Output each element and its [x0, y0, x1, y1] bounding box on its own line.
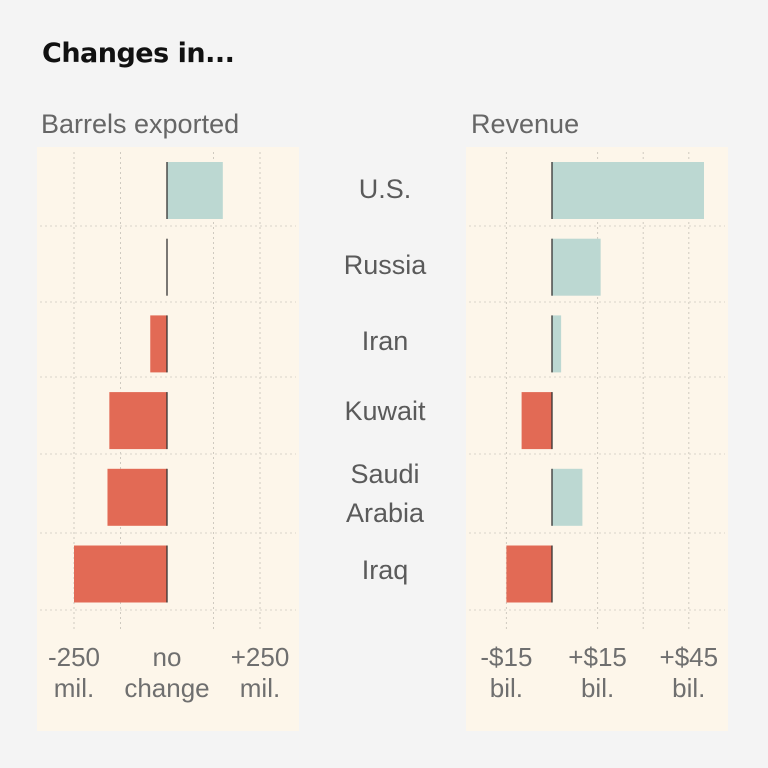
tick-unit: mil. [53, 673, 95, 703]
tick-value: -$15 [480, 642, 533, 672]
barrels-tick-label: +250 mil. [231, 642, 290, 704]
country-label: U.S. [315, 170, 455, 209]
tick-unit: bil. [489, 673, 524, 703]
country-label-line: Saudi [350, 459, 420, 489]
revenue-tick-label: +$45 bil. [660, 642, 719, 704]
barrels-tick-label: -250 mil. [48, 642, 100, 704]
revenue-panel-title: Revenue [471, 109, 580, 139]
tick-unit: change [124, 673, 210, 703]
tick-value: -250 [47, 642, 101, 672]
tick-unit: mil. [239, 673, 281, 703]
barrels-panel-bg [37, 147, 299, 731]
country-label-line: Arabia [345, 498, 425, 528]
revenue-tick-label: +$15 bil. [568, 642, 627, 704]
barrels-panel-title: Barrels exported [41, 109, 240, 139]
revenue-bar-kuwait [521, 392, 552, 450]
revenue-bar-iran [552, 315, 562, 373]
revenue-bar-iraq [506, 545, 552, 603]
country-label-line: Iraq [361, 554, 409, 585]
country-label-line: U.S. [358, 173, 412, 204]
country-label: Iran [315, 322, 455, 361]
barrels-bar-iraq [74, 545, 167, 603]
tick-unit: bil. [672, 673, 706, 703]
country-label: Kuwait [315, 392, 455, 431]
country-label-line: Kuwait [344, 395, 426, 426]
barrels-bar-u-s- [167, 162, 223, 219]
barrels-bar-iran [150, 315, 167, 373]
country-label-line: Iran [361, 325, 409, 356]
country-label: Iraq [315, 551, 455, 590]
revenue-bar-u-s- [552, 162, 704, 219]
tick-value: +$15 [568, 642, 627, 672]
tick-value: no [152, 642, 182, 672]
barrels-bar-kuwait [109, 392, 167, 450]
country-label: Saudi Arabia [315, 455, 455, 533]
chart-title: Changes in... [42, 38, 235, 69]
barrels-tick-label: no change [124, 642, 209, 704]
revenue-bar-saudi-arabia [552, 468, 583, 526]
tick-value: +$45 [659, 642, 719, 672]
tick-value: +250 [230, 642, 290, 672]
revenue-tick-label: -$15 bil. [480, 642, 532, 704]
country-label: Russia [315, 246, 455, 285]
country-label-line: Russia [343, 249, 427, 280]
revenue-bar-russia [552, 238, 601, 296]
tick-unit: bil. [580, 673, 615, 703]
barrels-bar-saudi-arabia [107, 468, 167, 526]
